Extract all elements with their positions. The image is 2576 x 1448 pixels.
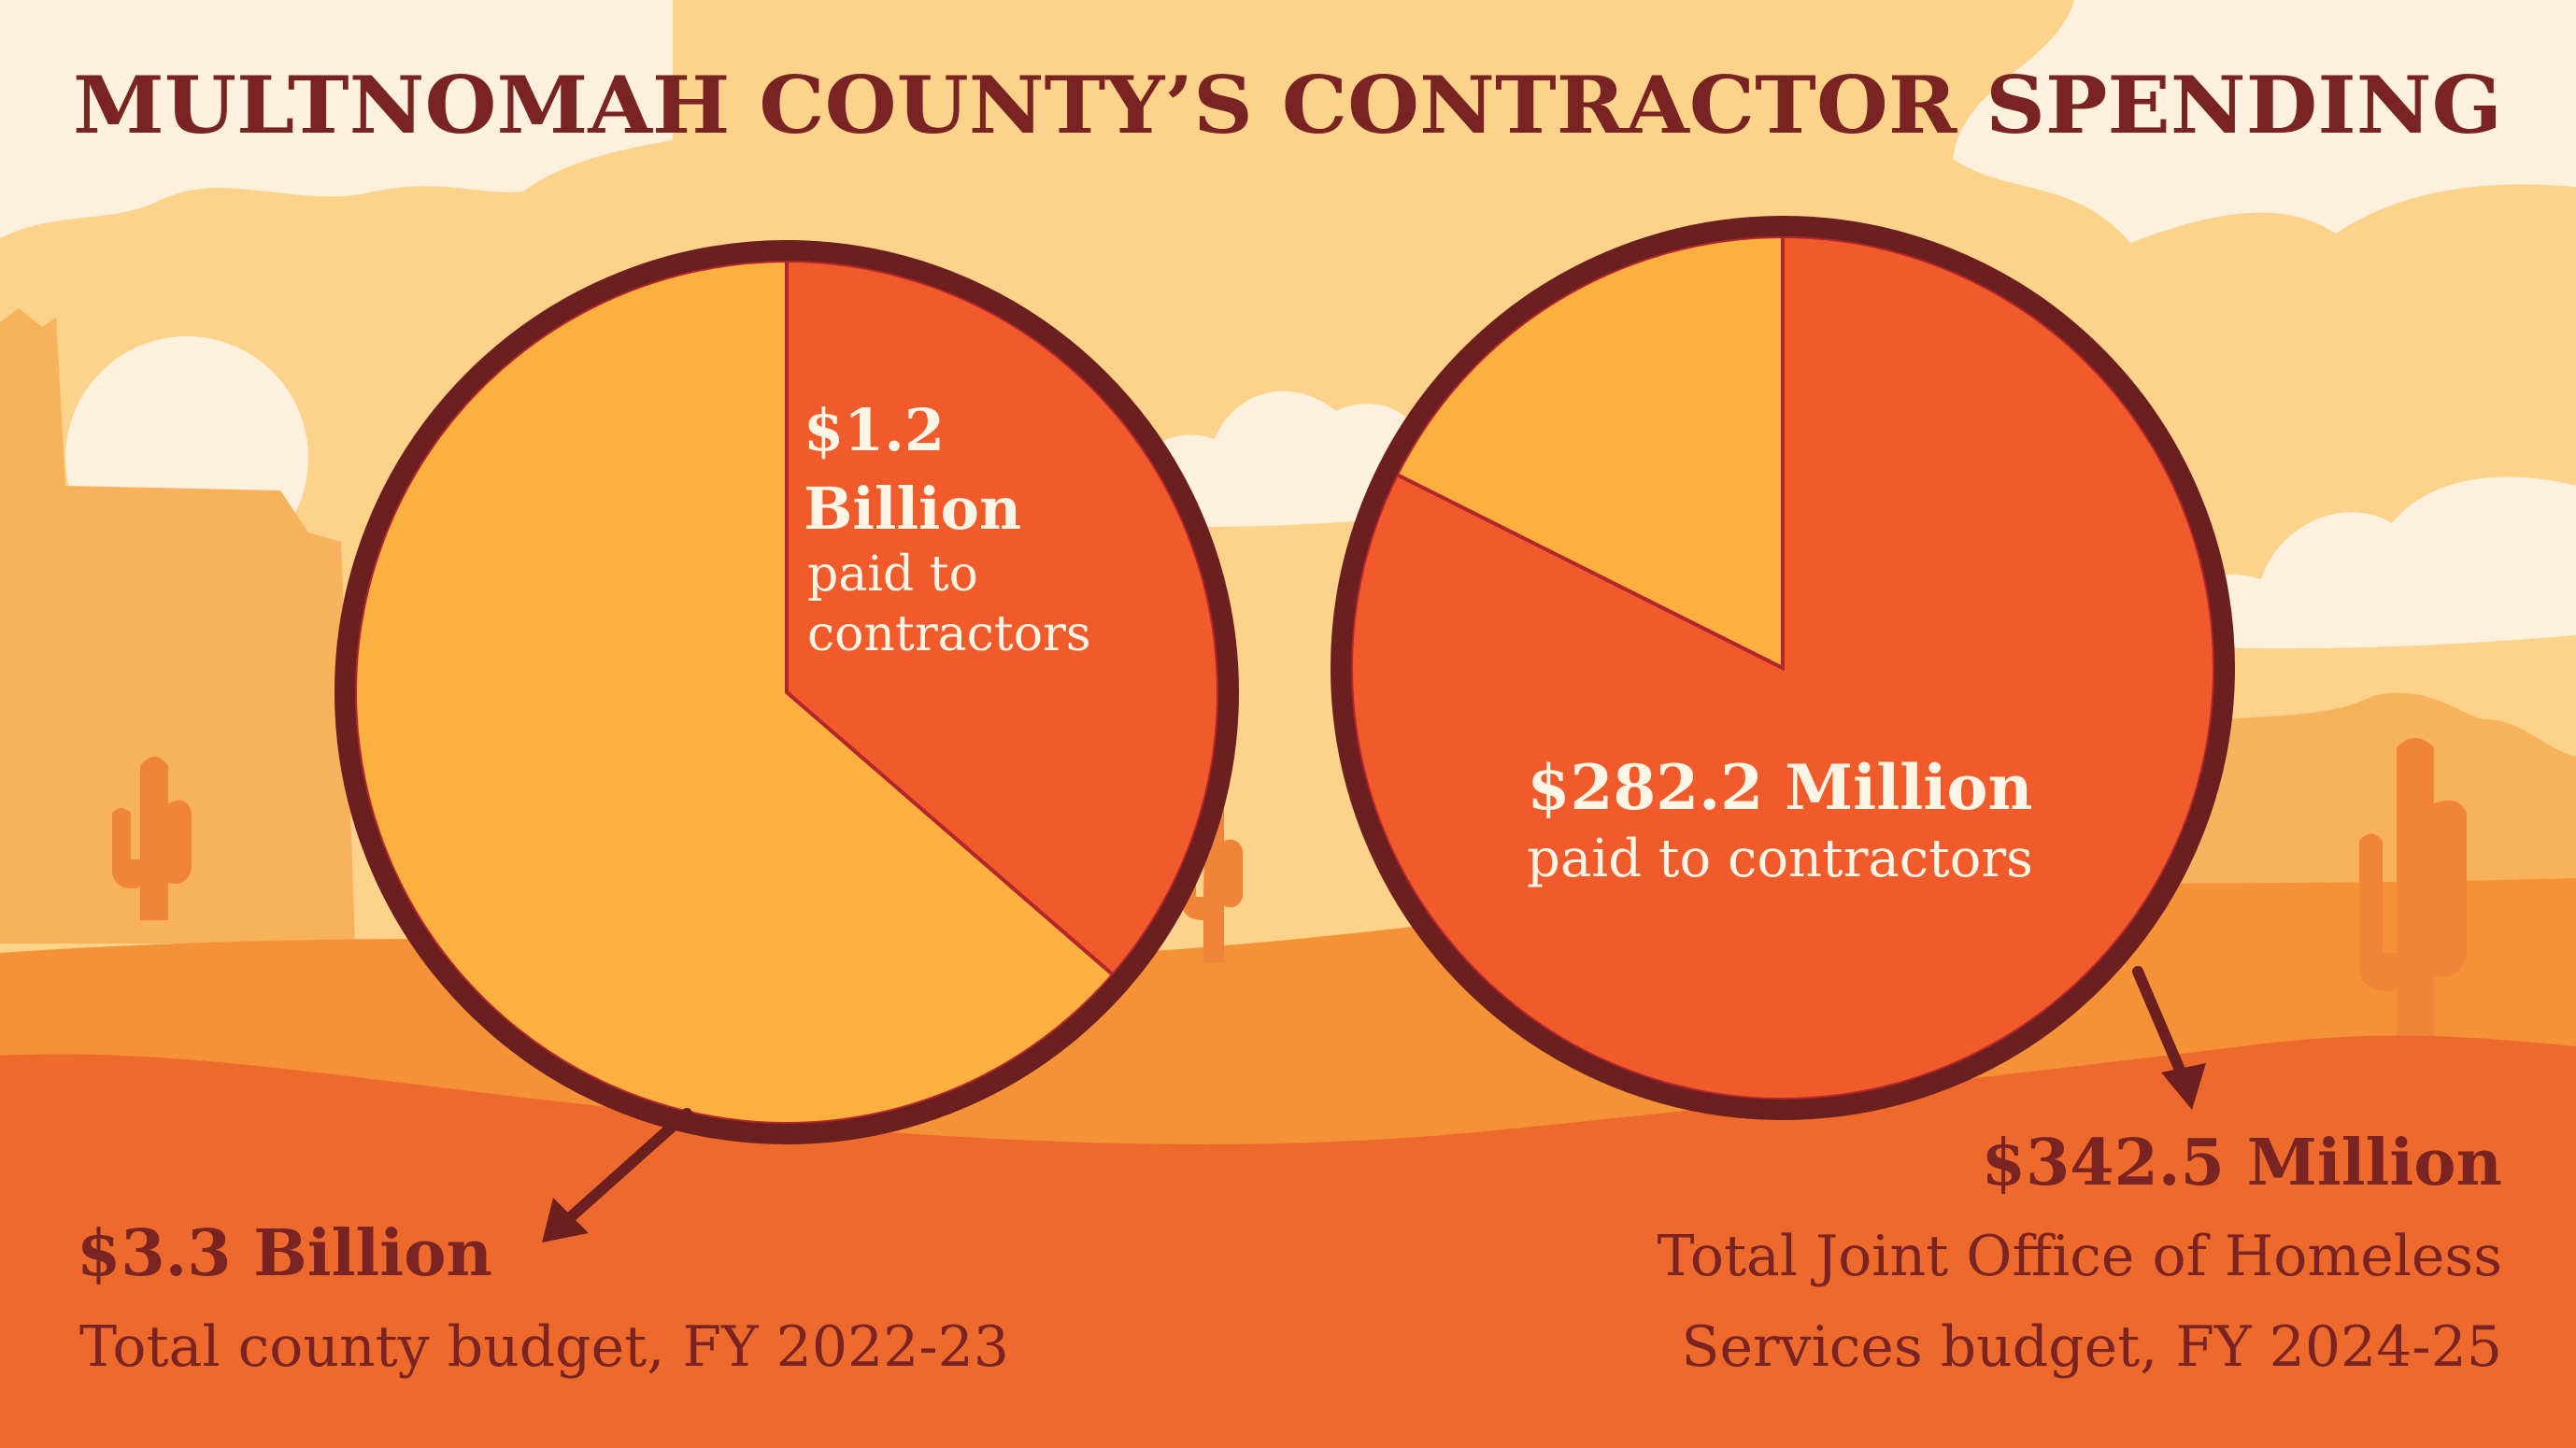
- pie1-inner-value: $1.2: [804, 396, 945, 464]
- pie1-arrow-shaft: [560, 1108, 692, 1228]
- pie2-slice-remainder: [1394, 234, 1785, 672]
- cacti: [112, 738, 2467, 1037]
- cloud-right: [2149, 476, 2576, 649]
- pie2-arrow-head: [2161, 1063, 2206, 1110]
- pie1-inner-caption-line2: contractors: [807, 606, 1091, 662]
- cactus-left: [112, 757, 192, 920]
- pie1-pointer-arrow: [542, 1108, 692, 1242]
- pie2-ring: [1331, 216, 2235, 1120]
- cactus-center: [1182, 796, 1243, 962]
- pie1-inner-caption-line1: paid to: [807, 547, 978, 603]
- mesa-left: [0, 308, 355, 944]
- pie2-slice-contractors: [1349, 234, 2216, 1101]
- pie-chart-joint-office-budget: $282.2 Million paid to contractors $342.…: [1331, 216, 2502, 1380]
- pie2-total-caption-line1: Total Joint Office of Homeless: [1657, 1224, 2502, 1289]
- pie2-inner-caption: paid to contractors: [1527, 829, 2033, 889]
- cloud-top-left: [0, 0, 673, 238]
- pie2-pointer-arrow: [2132, 966, 2206, 1110]
- pie2-total-value: $342.5 Million: [1982, 1126, 2502, 1200]
- cloud-top-right: [1953, 0, 2576, 243]
- pie-chart-county-budget: $1.2 Billion paid to contractors $3.3 Bi…: [77, 240, 1239, 1380]
- pie1-ring: [334, 240, 1239, 1144]
- pie1-arrow-head: [542, 1198, 589, 1242]
- pie1-total-value: $3.3 Billion: [77, 1216, 492, 1291]
- pie1-slice-remainder: [353, 258, 1116, 1126]
- pie2-total-caption-line2: Services budget, FY 2024-25: [1681, 1314, 2502, 1380]
- pie1-slices: [353, 258, 1220, 1126]
- pie1-total-caption: Total county budget, FY 2022-23: [79, 1314, 1009, 1380]
- chart-title: MULTNOMAH COUNTY’S CONTRACTOR SPENDING: [73, 59, 2502, 151]
- pie1-slice-contractors: [785, 258, 1220, 978]
- cactus-right: [2359, 738, 2467, 1037]
- pie1-inner-value-unit: Billion: [804, 475, 1021, 543]
- pie2-slices: [1349, 234, 2216, 1101]
- dune-near: [0, 1035, 2576, 1448]
- pie2-arrow-shaft: [2132, 966, 2187, 1080]
- pie2-inner-value: $282.2 Million: [1528, 751, 2033, 824]
